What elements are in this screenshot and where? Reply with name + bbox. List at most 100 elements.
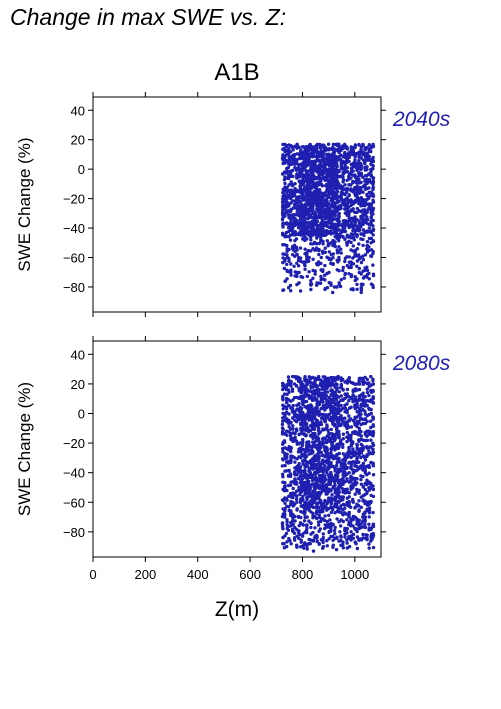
data-point	[291, 427, 295, 431]
data-point	[303, 267, 307, 271]
data-point	[334, 209, 339, 213]
data-point	[353, 144, 357, 149]
y-tick-label: 0	[78, 162, 85, 177]
data-point	[361, 213, 365, 217]
x-tick-label: 1000	[340, 567, 369, 582]
data-point	[345, 147, 350, 151]
data-point	[363, 409, 367, 413]
data-point	[325, 381, 329, 385]
data-point	[318, 527, 322, 531]
data-point	[367, 471, 371, 475]
data-point	[347, 512, 351, 516]
data-point	[325, 229, 329, 233]
data-point	[317, 439, 321, 443]
data-point	[322, 441, 326, 445]
data-point	[337, 456, 341, 460]
data-point	[319, 450, 323, 454]
data-point	[339, 203, 343, 208]
data-point	[345, 541, 349, 545]
data-point	[334, 397, 339, 402]
data-point	[307, 158, 311, 162]
data-point	[316, 154, 320, 158]
data-point	[303, 512, 307, 516]
data-point	[294, 159, 299, 163]
data-point	[290, 227, 295, 231]
data-point	[371, 164, 375, 168]
data-point	[321, 224, 325, 228]
data-point	[330, 493, 334, 497]
data-point	[328, 436, 333, 440]
data-point	[283, 515, 287, 519]
data-point	[337, 433, 341, 437]
data-point	[312, 229, 317, 233]
data-point	[343, 226, 347, 230]
data-point	[311, 476, 315, 480]
data-point	[298, 390, 303, 394]
data-point	[318, 142, 322, 147]
data-point	[351, 393, 355, 397]
data-point	[317, 457, 321, 461]
data-point	[329, 427, 333, 432]
data-point	[287, 259, 291, 263]
data-point	[314, 147, 318, 151]
data-point	[319, 519, 323, 524]
data-point	[318, 430, 322, 434]
data-point	[302, 400, 307, 404]
data-point	[306, 258, 310, 263]
panel-label-2080s: 2080s	[392, 352, 451, 375]
data-point	[314, 475, 318, 480]
data-point	[365, 244, 370, 248]
data-point	[371, 395, 375, 400]
data-point	[333, 240, 337, 244]
data-point	[305, 425, 309, 429]
data-point	[312, 427, 317, 431]
data-point	[355, 464, 359, 469]
data-point	[283, 181, 287, 186]
data-point	[316, 447, 320, 452]
data-point	[349, 444, 354, 448]
data-point	[352, 238, 356, 242]
data-point	[312, 389, 316, 393]
data-point	[371, 432, 375, 437]
data-point	[309, 242, 313, 246]
data-point	[288, 539, 292, 543]
data-point	[362, 233, 366, 238]
data-point	[308, 486, 312, 490]
data-point	[306, 189, 311, 193]
data-point	[369, 215, 373, 219]
data-point	[304, 168, 308, 173]
data-point	[305, 394, 309, 398]
data-point	[319, 407, 323, 411]
data-point	[292, 536, 297, 540]
data-point	[303, 227, 308, 231]
data-point	[295, 500, 299, 504]
data-point	[357, 491, 361, 495]
data-point	[317, 227, 321, 232]
data-point	[365, 390, 370, 395]
data-point	[295, 480, 299, 485]
data-point	[325, 544, 329, 548]
data-point	[369, 445, 373, 449]
data-point	[301, 204, 306, 208]
data-point	[357, 453, 361, 457]
data-point	[297, 270, 301, 275]
data-point	[349, 425, 354, 429]
data-point	[343, 229, 348, 234]
data-point	[333, 156, 338, 160]
data-point	[321, 249, 325, 253]
data-point	[321, 375, 325, 379]
data-point	[331, 200, 335, 204]
data-point	[319, 168, 323, 173]
data-point	[345, 241, 350, 245]
data-point	[332, 222, 336, 227]
data-point	[349, 264, 353, 268]
data-point	[305, 449, 309, 453]
y-tick-label: −40	[63, 466, 85, 481]
data-point	[339, 403, 343, 408]
data-point	[297, 529, 301, 533]
data-point	[327, 412, 331, 417]
data-point	[285, 455, 289, 459]
data-point	[365, 167, 369, 172]
y-axis-label: SWE Change (%)	[15, 382, 34, 516]
data-point	[359, 180, 363, 185]
